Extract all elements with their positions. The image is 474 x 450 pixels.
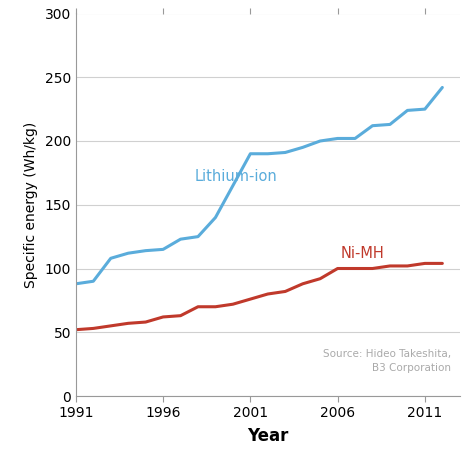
Text: Source: Hideo Takeshita,
B3 Corporation: Source: Hideo Takeshita, B3 Corporation xyxy=(323,349,451,373)
Y-axis label: Specific energy (Wh/kg): Specific energy (Wh/kg) xyxy=(24,122,37,288)
Text: Ni-MH: Ni-MH xyxy=(341,246,385,261)
X-axis label: Year: Year xyxy=(247,428,289,446)
Text: Lithium-ion: Lithium-ion xyxy=(194,169,277,184)
